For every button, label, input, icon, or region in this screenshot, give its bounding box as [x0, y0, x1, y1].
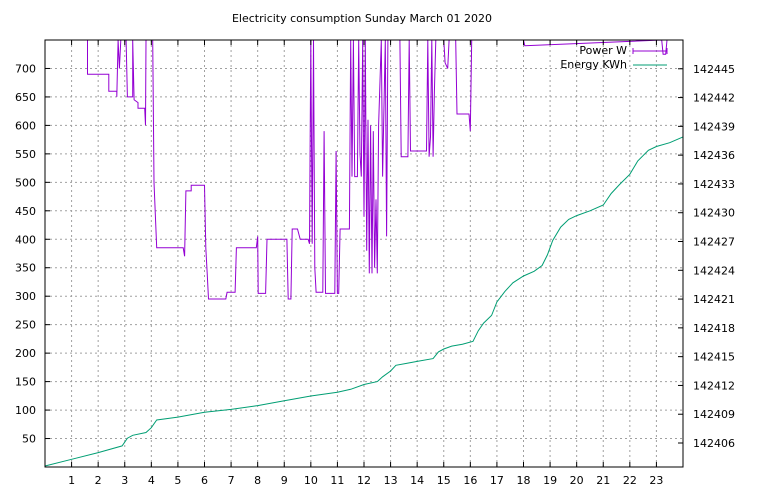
x-tick-label: 3: [121, 474, 128, 487]
y-right-tick-label: 142442: [693, 92, 735, 105]
x-tick-label: 23: [649, 474, 663, 487]
y-left-tick-label: 50: [22, 433, 36, 446]
y-right-tick-label: 142412: [693, 379, 735, 392]
grid-lines: [45, 40, 683, 467]
x-tick-label: 17: [490, 474, 504, 487]
y-left-tick-label: 100: [15, 404, 36, 417]
x-tick-label: 5: [174, 474, 181, 487]
plot-frame: [44, 39, 684, 468]
x-tick-label: 12: [357, 474, 371, 487]
x-tick-label: 6: [201, 474, 208, 487]
y-right-tick-label: 142424: [693, 264, 735, 277]
x-axis: 1 2 3 4 5 6 7 8 9 10 11 12 13 14 15 16 17 18 19 20 21 22 23: [68, 40, 663, 487]
x-tick-label: 15: [437, 474, 451, 487]
y-right-tick-label: 142433: [693, 178, 735, 191]
y-left-tick-label: 500: [15, 176, 36, 189]
y-right-tick-label: 142418: [693, 322, 735, 335]
y-left-tick-label: 400: [15, 233, 36, 246]
y-left-tick-label: 200: [15, 347, 36, 360]
series-layer: [44, 39, 684, 467]
y-left-tick-label: 700: [15, 62, 36, 75]
x-tick-label: 13: [384, 474, 398, 487]
y-left-tick-label: 150: [15, 376, 36, 389]
chart-title: Electricity consumption Sunday March 01 …: [232, 12, 492, 25]
y-left-tick-label: 350: [15, 262, 36, 275]
x-tick-label: 10: [304, 474, 318, 487]
y-right-tick-label: 142421: [693, 293, 735, 306]
x-tick-label: 8: [254, 474, 261, 487]
y-left-tick-label: 550: [15, 148, 36, 161]
legend-entry-energy: Energy KWh: [560, 58, 627, 71]
y-right-tick-label: 142409: [693, 408, 735, 421]
x-tick-label: 18: [517, 474, 531, 487]
x-tick-label: 19: [543, 474, 557, 487]
x-tick-label: 14: [410, 474, 424, 487]
legend-entry-power: Power W: [579, 44, 627, 57]
y-left-tick-label: 600: [15, 119, 36, 132]
x-tick-label: 4: [148, 474, 155, 487]
y-left-tick-label: 300: [15, 290, 36, 303]
y-axis-right: 142406 142409 142412 142415 142418 142421 1424…: [678, 63, 735, 450]
y-right-tick-label: 142415: [693, 351, 735, 364]
legend: Power W Energy KWh: [560, 44, 668, 71]
y-left-tick-label: 650: [15, 91, 36, 104]
x-tick-label: 22: [623, 474, 637, 487]
y-right-tick-label: 142427: [693, 236, 735, 249]
y-right-tick-label: 142436: [693, 149, 735, 162]
power-series-line: [87, 39, 668, 300]
y-axis-left: 50 100 150 200 250 300 350 400 450 500 550 600 650 70…: [15, 62, 50, 446]
energy-series-line: [44, 136, 684, 467]
x-tick-label: 1: [68, 474, 75, 487]
y-right-tick-label: 142406: [693, 437, 735, 450]
y-right-tick-label: 142445: [693, 63, 735, 76]
x-tick-label: 20: [570, 474, 584, 487]
x-tick-label: 7: [228, 474, 235, 487]
x-tick-label: 16: [463, 474, 477, 487]
y-right-tick-label: 142439: [693, 120, 735, 133]
x-tick-label: 21: [596, 474, 610, 487]
x-tick-label: 11: [330, 474, 344, 487]
y-left-tick-label: 250: [15, 319, 36, 332]
x-tick-label: 2: [95, 474, 102, 487]
y-right-tick-label: 142430: [693, 207, 735, 220]
y-left-tick-label: 450: [15, 205, 36, 218]
x-tick-label: 9: [281, 474, 288, 487]
